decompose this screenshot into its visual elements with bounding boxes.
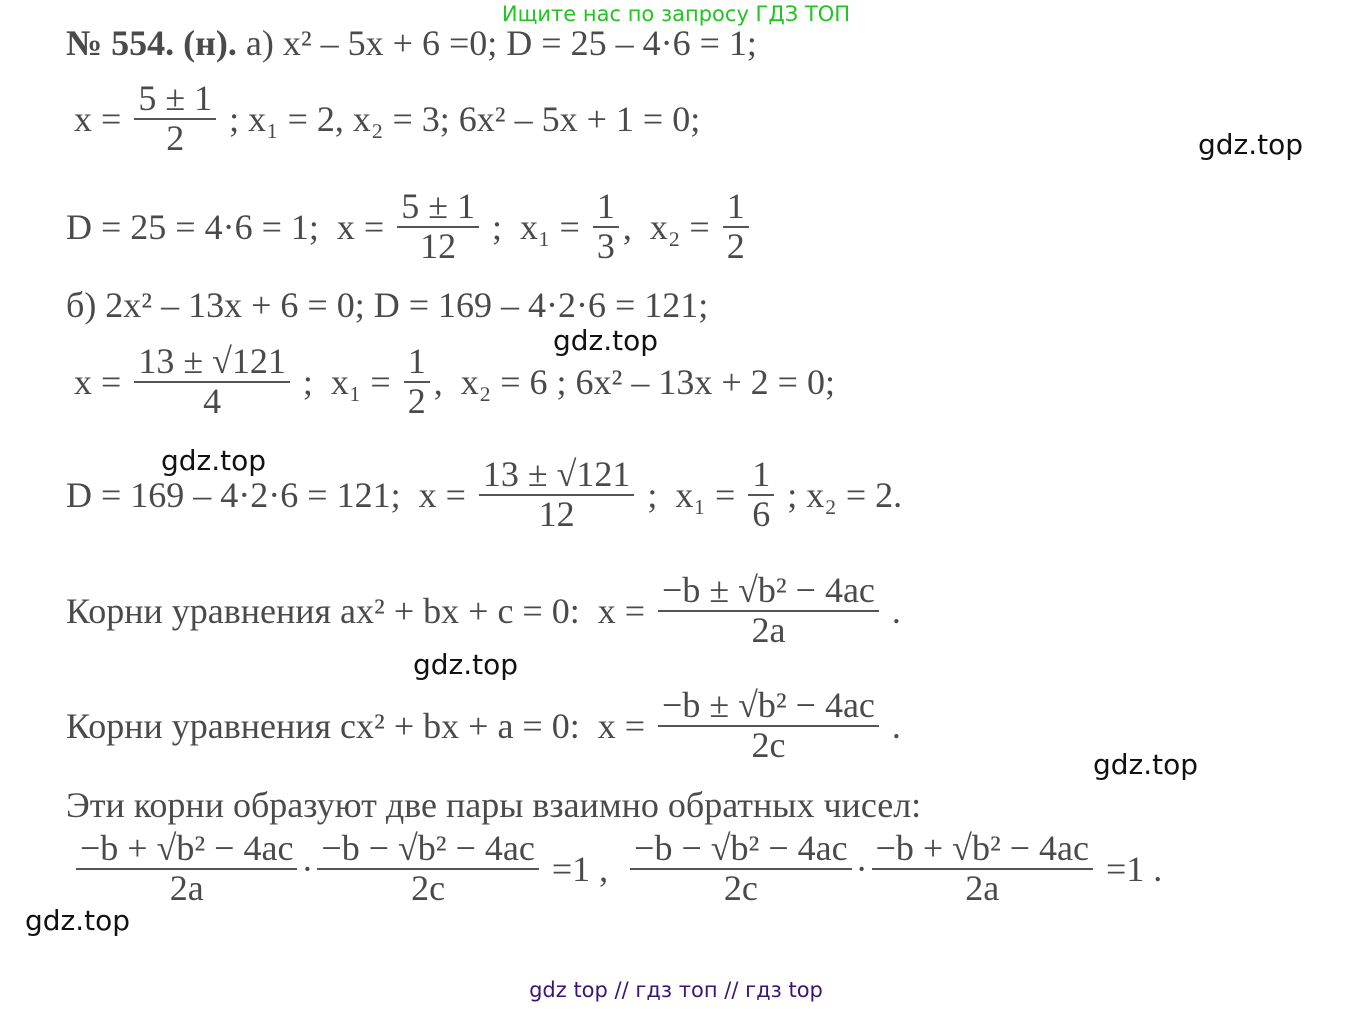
math-text: Корни уравнения ax² + bx + c = 0: x = bbox=[66, 590, 655, 631]
math-text: ; x₂ = 2. bbox=[778, 474, 903, 515]
watermark: gdz.top bbox=[25, 904, 131, 937]
numerator: −b − √b² − 4ac bbox=[630, 829, 852, 870]
fraction: 13 ± √121 4 bbox=[134, 342, 290, 421]
denominator: 2c bbox=[751, 724, 786, 765]
math-text: ; x₁ = 2, x₂ = 3; 6x² – 5x + 1 = 0; bbox=[220, 98, 701, 139]
numerator: −b ± √b² − 4ac bbox=[658, 571, 879, 612]
math-text: ; x₁ = bbox=[638, 474, 745, 515]
denominator: 2c bbox=[723, 867, 758, 908]
math-text: № 554. (н). bbox=[66, 23, 246, 63]
denominator: 3 bbox=[596, 225, 615, 266]
fraction: 13 ± √121 12 bbox=[478, 455, 635, 534]
math-line: Корни уравнения cx² + bx + a = 0: x = −b… bbox=[66, 686, 901, 765]
numerator: −b + √b² − 4ac bbox=[76, 829, 298, 870]
math-line: № 554. (н). а) x² – 5x + 6 =0; D = 25 – … bbox=[66, 22, 757, 64]
denominator: 2a bbox=[751, 609, 786, 650]
fraction: −b − √b² − 4ac 2c bbox=[317, 829, 539, 908]
math-text: · bbox=[855, 848, 868, 889]
watermark: gdz.top bbox=[161, 444, 267, 477]
numerator: 1 bbox=[592, 187, 619, 228]
numerator: −b ± √b² − 4ac bbox=[658, 686, 879, 727]
watermark: gdz.top bbox=[1093, 748, 1199, 781]
numerator: 1 bbox=[722, 187, 749, 228]
math-text: б) 2x² – 13x + 6 = 0; D = 169 – 4·2·6 = … bbox=[66, 285, 709, 325]
fraction: −b + √b² − 4ac 2a bbox=[76, 829, 298, 908]
math-text: ; x₁ = bbox=[293, 361, 400, 402]
math-text: . bbox=[882, 705, 901, 746]
numerator: 1 bbox=[748, 455, 775, 496]
watermark: gdz.top bbox=[553, 324, 659, 357]
denominator: 2 bbox=[726, 225, 745, 266]
denominator: 6 bbox=[752, 493, 771, 534]
search-banner: Ищите нас по запросу ГДЗ ТОП bbox=[501, 2, 851, 26]
fraction: −b − √b² − 4ac 2c bbox=[630, 829, 852, 908]
numerator: −b + √b² − 4ac bbox=[871, 829, 1093, 870]
numerator: 13 ± √121 bbox=[134, 342, 290, 383]
denominator: 2 bbox=[407, 380, 426, 421]
math-text: D = 169 – 4·2·6 = 121; x = bbox=[66, 474, 475, 515]
numerator: −b − √b² − 4ac bbox=[317, 829, 539, 870]
math-line: б) 2x² – 13x + 6 = 0; D = 169 – 4·2·6 = … bbox=[66, 284, 708, 326]
denominator: 2c bbox=[411, 867, 446, 908]
numerator: 5 ± 1 bbox=[134, 79, 217, 120]
denominator: 2 bbox=[166, 117, 185, 158]
fraction: 5 ± 1 12 bbox=[397, 187, 479, 266]
math-text: x = bbox=[74, 98, 131, 139]
math-text: D = 25 = 4·6 = 1; x = bbox=[66, 206, 394, 247]
fraction: −b + √b² − 4ac 2a bbox=[871, 829, 1093, 908]
math-text: а) x² – 5x + 6 =0; D = 25 – 4·6 = 1; bbox=[245, 23, 757, 63]
denominator: 2a bbox=[169, 867, 204, 908]
math-text: . bbox=[882, 590, 901, 631]
math-text: , x₂ = 6 ; 6x² – 13x + 2 = 0; bbox=[433, 361, 835, 402]
footer-links: gdz top // гдз топ // гдз top bbox=[529, 978, 823, 1002]
math-text: x = bbox=[74, 361, 131, 402]
numerator: 13 ± √121 bbox=[478, 455, 635, 496]
denominator: 12 bbox=[420, 225, 457, 266]
watermark: gdz.top bbox=[1198, 128, 1304, 161]
math-text: ; x₁ = bbox=[482, 206, 589, 247]
denominator: 4 bbox=[203, 380, 222, 421]
fraction: −b ± √b² − 4ac 2c bbox=[658, 686, 879, 765]
math-text: Корни уравнения cx² + bx + a = 0: x = bbox=[66, 705, 655, 746]
denominator: 2a bbox=[965, 867, 1000, 908]
math-text: , x₂ = bbox=[622, 206, 719, 247]
math-line: Эти корни образуют две пары взаимно обра… bbox=[66, 784, 921, 826]
math-line: Корни уравнения ax² + bx + c = 0: x = −b… bbox=[66, 571, 901, 650]
fraction: −b ± √b² − 4ac 2a bbox=[658, 571, 879, 650]
math-text: =1 , bbox=[542, 848, 627, 889]
numerator: 1 bbox=[403, 342, 430, 383]
math-text: · bbox=[301, 848, 314, 889]
denominator: 12 bbox=[538, 493, 575, 534]
math-text: Эти корни образуют две пары взаимно обра… bbox=[66, 785, 922, 825]
math-text: =1 . bbox=[1097, 848, 1163, 889]
numerator: 5 ± 1 bbox=[397, 187, 479, 228]
math-line: −b + √b² − 4ac 2a · −b − √b² − 4ac 2c =1 , −… bbox=[72, 829, 1163, 908]
math-line: D = 169 – 4·2·6 = 121; x = 13 ± √121 12 ;… bbox=[66, 455, 903, 534]
watermark: gdz.top bbox=[413, 648, 519, 681]
